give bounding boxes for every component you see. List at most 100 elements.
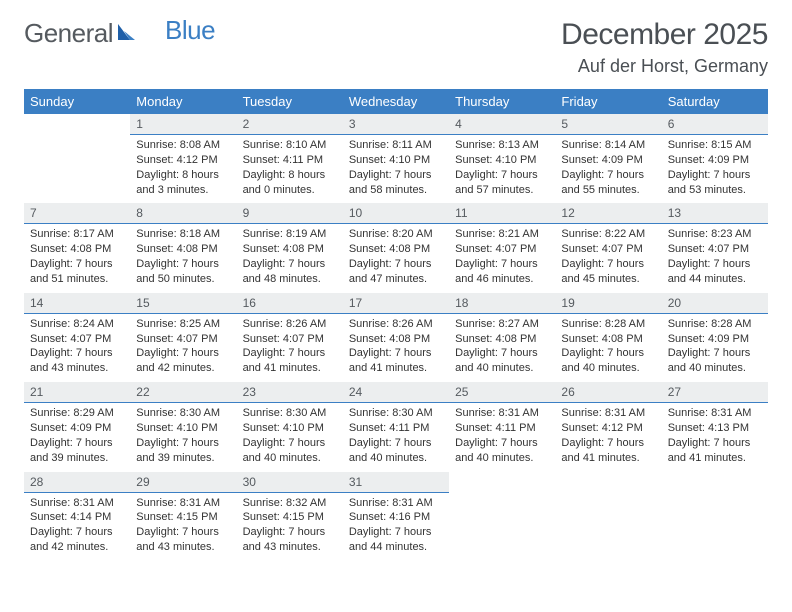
weekday-header: Monday [130,89,236,114]
day-number: 29 [130,472,236,493]
sunset-line: Sunset: 4:07 PM [30,332,124,347]
day-number: 21 [24,382,130,403]
sunrise-line: Sunrise: 8:32 AM [243,496,337,511]
calendar-row: 14Sunrise: 8:24 AMSunset: 4:07 PMDayligh… [24,293,768,382]
calendar-cell: 13Sunrise: 8:23 AMSunset: 4:07 PMDayligh… [662,203,768,292]
daylight-line: Daylight: 7 hours and 58 minutes. [349,168,443,198]
calendar-cell: 12Sunrise: 8:22 AMSunset: 4:07 PMDayligh… [555,203,661,292]
sunset-line: Sunset: 4:14 PM [30,510,124,525]
daylight-line: Daylight: 7 hours and 44 minutes. [668,257,762,287]
daylight-line: Daylight: 7 hours and 40 minutes. [349,436,443,466]
calendar-cell [662,472,768,561]
sunrise-line: Sunrise: 8:15 AM [668,138,762,153]
sunrise-line: Sunrise: 8:17 AM [30,227,124,242]
daylight-line: Daylight: 7 hours and 40 minutes. [455,436,549,466]
calendar-table: SundayMondayTuesdayWednesdayThursdayFrid… [24,89,768,561]
daylight-line: Daylight: 8 hours and 3 minutes. [136,168,230,198]
sunrise-line: Sunrise: 8:25 AM [136,317,230,332]
day-details: Sunrise: 8:24 AMSunset: 4:07 PMDaylight:… [24,314,130,382]
day-number: 5 [555,114,661,135]
day-number: 19 [555,293,661,314]
daylight-line: Daylight: 7 hours and 48 minutes. [243,257,337,287]
day-details: Sunrise: 8:30 AMSunset: 4:10 PMDaylight:… [130,403,236,471]
logo-text-gray: General [24,18,113,49]
day-number: 14 [24,293,130,314]
sunset-line: Sunset: 4:12 PM [136,153,230,168]
sunrise-line: Sunrise: 8:23 AM [668,227,762,242]
calendar-cell [449,472,555,561]
day-number: 10 [343,203,449,224]
daylight-line: Daylight: 7 hours and 39 minutes. [30,436,124,466]
calendar-cell: 18Sunrise: 8:27 AMSunset: 4:08 PMDayligh… [449,293,555,382]
daylight-line: Daylight: 7 hours and 41 minutes. [243,346,337,376]
day-details: Sunrise: 8:11 AMSunset: 4:10 PMDaylight:… [343,135,449,203]
sunset-line: Sunset: 4:10 PM [136,421,230,436]
day-number: 17 [343,293,449,314]
sunset-line: Sunset: 4:07 PM [455,242,549,257]
day-number: 27 [662,382,768,403]
daylight-line: Daylight: 7 hours and 40 minutes. [668,346,762,376]
day-number: 7 [24,203,130,224]
sunset-line: Sunset: 4:12 PM [561,421,655,436]
day-number: 1 [130,114,236,135]
day-number: 20 [662,293,768,314]
daylight-line: Daylight: 7 hours and 42 minutes. [30,525,124,555]
calendar-row: 1Sunrise: 8:08 AMSunset: 4:12 PMDaylight… [24,114,768,203]
sail-icon [115,18,137,49]
daylight-line: Daylight: 7 hours and 46 minutes. [455,257,549,287]
sunrise-line: Sunrise: 8:11 AM [349,138,443,153]
day-details: Sunrise: 8:31 AMSunset: 4:16 PMDaylight:… [343,493,449,561]
sunset-line: Sunset: 4:08 PM [455,332,549,347]
day-number: 9 [237,203,343,224]
sunrise-line: Sunrise: 8:31 AM [349,496,443,511]
sunset-line: Sunset: 4:13 PM [668,421,762,436]
day-number: 26 [555,382,661,403]
day-details: Sunrise: 8:26 AMSunset: 4:08 PMDaylight:… [343,314,449,382]
title-block: December 2025 Auf der Horst, Germany [561,18,768,77]
sunset-line: Sunset: 4:11 PM [455,421,549,436]
calendar-cell: 8Sunrise: 8:18 AMSunset: 4:08 PMDaylight… [130,203,236,292]
calendar-cell: 27Sunrise: 8:31 AMSunset: 4:13 PMDayligh… [662,382,768,471]
day-number: 4 [449,114,555,135]
sunrise-line: Sunrise: 8:31 AM [668,406,762,421]
day-details: Sunrise: 8:22 AMSunset: 4:07 PMDaylight:… [555,224,661,292]
day-number: 24 [343,382,449,403]
calendar-row: 21Sunrise: 8:29 AMSunset: 4:09 PMDayligh… [24,382,768,471]
calendar-cell: 1Sunrise: 8:08 AMSunset: 4:12 PMDaylight… [130,114,236,203]
sunset-line: Sunset: 4:08 PM [349,242,443,257]
daylight-line: Daylight: 7 hours and 50 minutes. [136,257,230,287]
calendar-cell: 31Sunrise: 8:31 AMSunset: 4:16 PMDayligh… [343,472,449,561]
calendar-cell [555,472,661,561]
sunset-line: Sunset: 4:09 PM [668,332,762,347]
daylight-line: Daylight: 7 hours and 43 minutes. [243,525,337,555]
day-details: Sunrise: 8:31 AMSunset: 4:11 PMDaylight:… [449,403,555,471]
sunrise-line: Sunrise: 8:26 AM [243,317,337,332]
sunset-line: Sunset: 4:10 PM [243,421,337,436]
day-details: Sunrise: 8:27 AMSunset: 4:08 PMDaylight:… [449,314,555,382]
day-number: 8 [130,203,236,224]
day-number: 30 [237,472,343,493]
calendar-cell: 25Sunrise: 8:31 AMSunset: 4:11 PMDayligh… [449,382,555,471]
daylight-line: Daylight: 7 hours and 55 minutes. [561,168,655,198]
day-details: Sunrise: 8:08 AMSunset: 4:12 PMDaylight:… [130,135,236,203]
daylight-line: Daylight: 7 hours and 40 minutes. [455,346,549,376]
day-number: 11 [449,203,555,224]
day-details: Sunrise: 8:19 AMSunset: 4:08 PMDaylight:… [237,224,343,292]
day-number: 12 [555,203,661,224]
sunset-line: Sunset: 4:15 PM [136,510,230,525]
day-number: 6 [662,114,768,135]
day-details: Sunrise: 8:26 AMSunset: 4:07 PMDaylight:… [237,314,343,382]
sunrise-line: Sunrise: 8:20 AM [349,227,443,242]
sunrise-line: Sunrise: 8:31 AM [455,406,549,421]
day-details: Sunrise: 8:30 AMSunset: 4:11 PMDaylight:… [343,403,449,471]
day-details: Sunrise: 8:15 AMSunset: 4:09 PMDaylight:… [662,135,768,203]
sunset-line: Sunset: 4:08 PM [30,242,124,257]
calendar-row: 28Sunrise: 8:31 AMSunset: 4:14 PMDayligh… [24,472,768,561]
calendar-cell: 19Sunrise: 8:28 AMSunset: 4:08 PMDayligh… [555,293,661,382]
day-details: Sunrise: 8:31 AMSunset: 4:14 PMDaylight:… [24,493,130,561]
day-details: Sunrise: 8:31 AMSunset: 4:12 PMDaylight:… [555,403,661,471]
calendar-cell: 11Sunrise: 8:21 AMSunset: 4:07 PMDayligh… [449,203,555,292]
daylight-line: Daylight: 7 hours and 57 minutes. [455,168,549,198]
sunrise-line: Sunrise: 8:26 AM [349,317,443,332]
calendar-cell: 4Sunrise: 8:13 AMSunset: 4:10 PMDaylight… [449,114,555,203]
